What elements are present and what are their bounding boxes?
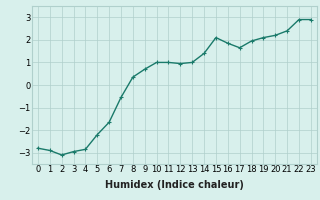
X-axis label: Humidex (Indice chaleur): Humidex (Indice chaleur) xyxy=(105,180,244,190)
